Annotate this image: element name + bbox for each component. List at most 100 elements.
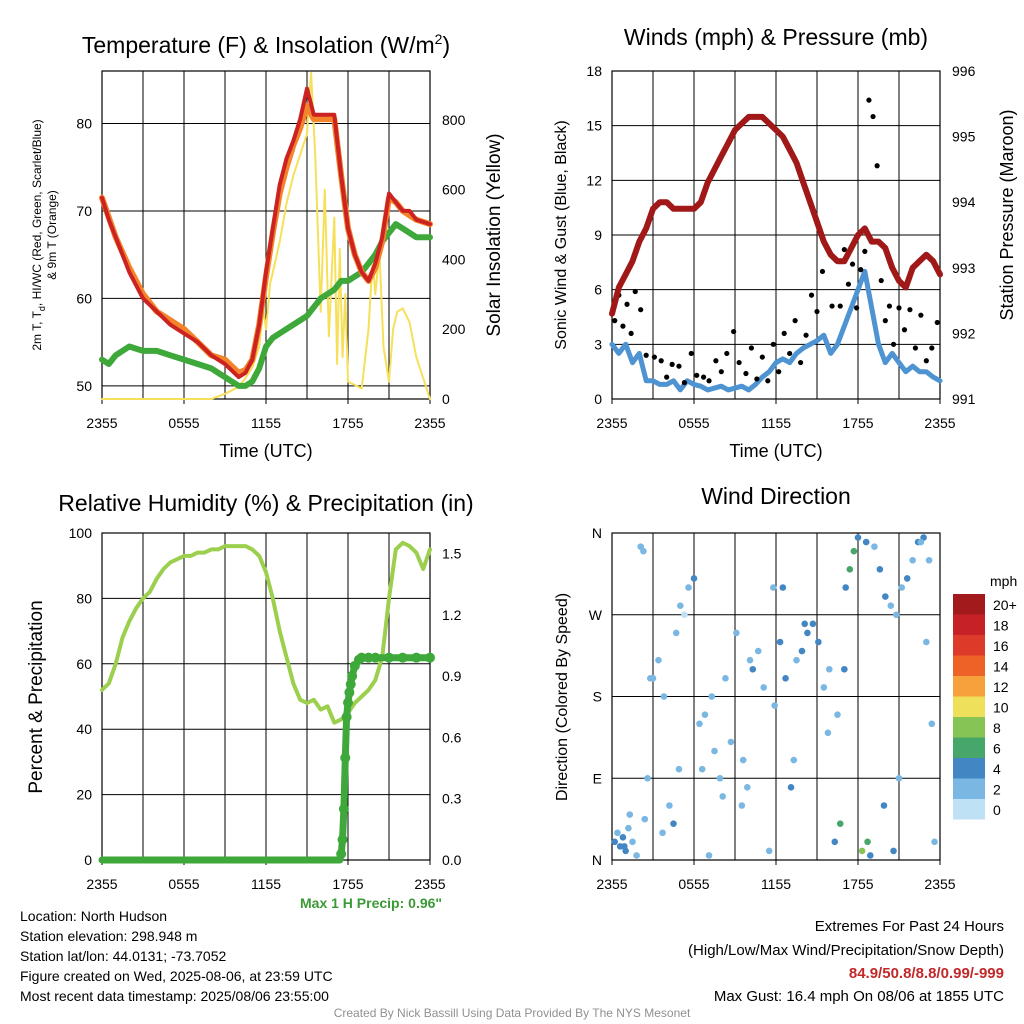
y-axis-label: Direction (Colored By Speed) (554, 593, 571, 801)
direction-point (611, 838, 619, 846)
y-axis-label: Percent & Precipitation (26, 600, 47, 793)
gust-point (624, 301, 630, 307)
dewpoint-line (99, 221, 433, 389)
x-tick-label: 0555 (168, 876, 199, 892)
y2-tick-label: 1.5 (442, 545, 462, 561)
speed-legend: mph 20+ 18 16 14 12 10 8 6 4 2 0 (953, 573, 1017, 820)
direction-point (871, 543, 878, 550)
recent-data-text: Most recent data timestamp: 2025/08/06 2… (20, 988, 329, 1004)
y2-tick-label: 0.9 (442, 668, 462, 684)
gust-point (858, 267, 864, 273)
extremes-title: Extremes For Past 24 Hours (814, 918, 1004, 935)
x-axis-label: Time (UTC) (729, 441, 822, 461)
y2-axis-label: Station Pressure (Maroon) (997, 109, 1017, 320)
extremes-values: 84.9/50.8/8.8/0.99/-999 (848, 965, 1004, 982)
direction-point (864, 838, 871, 846)
precip-point (343, 697, 353, 708)
direction-point (698, 765, 706, 773)
max-precip-label: Max 1 H Precip: 0.96" (300, 895, 443, 911)
direction-point (931, 838, 938, 846)
direction-point (923, 638, 930, 646)
temperature-line (100, 86, 432, 380)
y-tick-label: 70 (76, 203, 92, 219)
gust-point (638, 307, 644, 313)
panel-humidity: 2355 0555 1155 1755 2355 0 20 40 60 80 100 0.0 0.3 0.… (26, 490, 474, 892)
x-tick-label: 2355 (596, 415, 627, 431)
precip-point (363, 652, 374, 663)
y-tick-label: 40 (76, 721, 92, 737)
rh-line (100, 540, 432, 725)
y-axis-label: 2m T, Td, HI/WC (Red, Green, Scarlet/Blu… (30, 119, 47, 350)
direction-point (903, 575, 911, 582)
gust-point (890, 341, 897, 347)
chart-title-sup: 2 (435, 31, 443, 47)
direction-point (660, 693, 668, 700)
gust-point (700, 374, 707, 380)
direction-point (771, 702, 778, 709)
y-tick-label: 18 (586, 63, 602, 79)
direction-point (826, 665, 833, 673)
y-tick-label: N (592, 852, 602, 868)
gust-point (743, 370, 749, 377)
direction-point (621, 843, 628, 850)
precip-point (384, 652, 394, 663)
direction-point (746, 656, 754, 664)
panel-wind-direction: 2355 0555 1155 1755 2355 N E S W N Wind Direction D… (554, 483, 1017, 892)
gust-point (787, 350, 793, 357)
gust-point (706, 378, 712, 384)
gust-point (814, 308, 820, 315)
gust-point (643, 352, 649, 358)
y2-tick-label: 992 (952, 325, 976, 341)
direction-point (854, 534, 862, 541)
legend-swatch (953, 778, 985, 799)
x-tick-label: 2355 (414, 876, 445, 892)
gust-point (748, 345, 755, 351)
x-tick-label: 1155 (761, 415, 791, 431)
y-tick-label: 80 (76, 590, 92, 606)
chart-title: Winds (mph) & Pressure (mb) (624, 24, 928, 50)
direction-point (659, 829, 666, 837)
gust-point (731, 328, 737, 335)
x-tick-label: 1755 (842, 876, 873, 892)
y2-tick-label: 0.0 (442, 852, 462, 868)
direction-point (675, 765, 683, 773)
direction-point (711, 747, 718, 755)
gust-point (669, 361, 675, 367)
direction-point (850, 547, 858, 555)
y2-tick-label: 800 (442, 112, 466, 128)
gust-point (718, 369, 724, 375)
legend-swatch (953, 737, 985, 758)
chart-title-close: ) (442, 32, 450, 58)
legend-swatch (953, 635, 985, 656)
direction-point (858, 847, 866, 855)
gust-point (754, 376, 760, 382)
y2-tick-label: 1.2 (442, 607, 462, 623)
y-tick-label: 60 (76, 656, 92, 672)
gust-point (866, 97, 872, 103)
y-tick-label: W (589, 607, 603, 623)
direction-point (779, 584, 787, 591)
x-tick-label: 1755 (332, 876, 363, 892)
gust-point (628, 330, 634, 336)
legend-label: 4 (993, 761, 1001, 777)
direction-point (619, 833, 627, 841)
direction-point (644, 774, 651, 782)
y-tick-label: 20 (76, 787, 92, 803)
direction-point (705, 852, 713, 859)
precip-point (356, 652, 367, 663)
y-axis-label-sub: d (37, 306, 47, 311)
gust-point (845, 281, 852, 287)
direction-point (744, 784, 751, 791)
x-axis-label: Time (UTC) (219, 441, 312, 461)
gust-point (658, 358, 664, 364)
direction-point (701, 711, 709, 718)
precip-point (341, 711, 352, 722)
legend-swatch (953, 614, 985, 635)
direction-point (655, 656, 662, 664)
direction-point (892, 611, 900, 619)
chart-title: Relative Humidity (%) & Precipitation (i… (58, 490, 473, 516)
y2-tick-label: 991 (952, 391, 976, 407)
max-gust-text: Max Gust: 16.4 mph On 08/06 at 1855 UTC (713, 988, 1004, 1005)
y2-tick-label: 993 (952, 260, 976, 276)
direction-point (804, 629, 811, 637)
